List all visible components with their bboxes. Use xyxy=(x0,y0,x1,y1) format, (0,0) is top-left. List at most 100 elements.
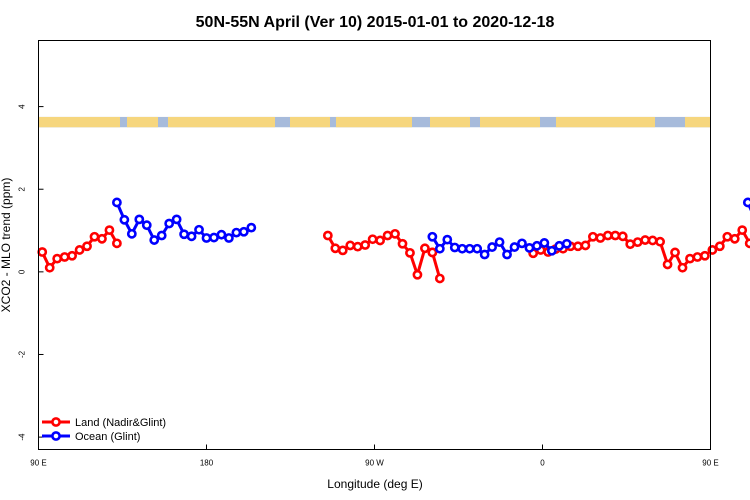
data-point xyxy=(742,197,750,208)
data-point xyxy=(677,262,688,273)
data-point xyxy=(427,231,438,242)
legend-marker xyxy=(51,431,61,441)
data-point xyxy=(434,243,445,254)
data-point xyxy=(744,238,750,249)
data-point xyxy=(632,237,643,248)
data-point xyxy=(539,238,550,248)
data-point xyxy=(412,269,423,280)
series-ocean xyxy=(112,197,750,260)
data-point xyxy=(322,230,333,241)
data-point xyxy=(472,243,483,254)
data-point xyxy=(186,231,197,242)
data-point xyxy=(231,227,242,238)
strip-land xyxy=(168,116,275,128)
x-tick-label: 0 xyxy=(540,459,545,468)
data-point xyxy=(561,238,572,249)
chart-title: 50N-55N April (Ver 10) 2015-01-01 to 202… xyxy=(196,14,555,31)
data-point xyxy=(330,243,341,254)
y-tick-label: 4 xyxy=(18,104,27,109)
data-point xyxy=(59,252,70,262)
data-point xyxy=(532,240,542,251)
data-point xyxy=(610,230,621,241)
strip-land xyxy=(556,116,655,128)
land-ocean-strip xyxy=(38,116,711,128)
data-point xyxy=(367,234,378,245)
data-point xyxy=(112,197,122,208)
data-point xyxy=(617,231,628,242)
data-point xyxy=(625,239,636,250)
data-point xyxy=(464,243,475,254)
strip-land xyxy=(430,116,470,128)
data-point xyxy=(647,235,658,246)
y-axis-label: XCO2 - MLO trend (ppm) xyxy=(0,178,13,313)
legend-label: Ocean (Glint) xyxy=(75,431,140,443)
data-point xyxy=(97,233,107,244)
data-point xyxy=(573,241,583,252)
data-point xyxy=(141,220,152,231)
data-point xyxy=(67,250,77,261)
data-point xyxy=(171,214,182,225)
data-point xyxy=(52,253,63,264)
data-point xyxy=(427,247,438,258)
data-point xyxy=(89,231,100,242)
data-point xyxy=(405,247,415,258)
y-tick-label: -4 xyxy=(18,433,27,441)
data-point xyxy=(487,242,497,252)
data-point xyxy=(112,238,122,249)
data-point xyxy=(397,238,408,249)
strip-land xyxy=(290,116,330,128)
data-point xyxy=(375,235,385,246)
strip-land xyxy=(38,116,120,128)
x-axis-label: Longitude (deg E) xyxy=(327,477,422,491)
legend: Land (Nadir&Glint) Ocean (Glint) xyxy=(42,417,166,443)
data-point xyxy=(729,233,740,244)
data-point xyxy=(246,222,257,233)
data-point xyxy=(434,273,445,284)
data-point xyxy=(707,245,718,255)
data-point xyxy=(82,241,92,252)
data-point xyxy=(662,259,673,270)
y-tick-label: -2 xyxy=(18,350,27,358)
data-point xyxy=(714,241,725,252)
data-point xyxy=(554,240,565,251)
series-land xyxy=(37,225,750,284)
series-layer xyxy=(37,197,750,284)
data-point xyxy=(419,243,430,254)
data-point xyxy=(655,236,665,247)
data-point xyxy=(352,241,363,252)
data-point xyxy=(546,245,557,256)
data-point xyxy=(700,250,710,261)
data-point xyxy=(524,242,535,253)
strip-land xyxy=(480,116,540,128)
data-point xyxy=(494,237,505,248)
data-point xyxy=(449,242,460,253)
data-point xyxy=(602,230,613,241)
data-point xyxy=(216,229,227,240)
data-point xyxy=(382,230,393,241)
data-point xyxy=(588,231,598,242)
data-point xyxy=(685,253,695,264)
data-point xyxy=(164,218,175,229)
data-point xyxy=(238,226,249,237)
data-point xyxy=(345,240,356,251)
plot-frame xyxy=(38,40,711,450)
data-point xyxy=(194,224,204,235)
data-point xyxy=(126,228,137,239)
data-point xyxy=(692,252,703,262)
data-point xyxy=(722,231,733,242)
data-point xyxy=(360,240,371,250)
data-point xyxy=(509,242,520,252)
data-point xyxy=(179,229,189,240)
axis-ticks: 90 E 180 90 W 0 90 E -4 -2 0 2 4 xyxy=(18,104,719,468)
data-point xyxy=(479,249,490,260)
data-point xyxy=(149,235,160,245)
x-tick-label: 180 xyxy=(200,459,214,468)
strip-land xyxy=(685,116,711,128)
data-point xyxy=(457,243,468,254)
data-point xyxy=(442,234,453,245)
data-point xyxy=(670,247,680,258)
data-point xyxy=(74,245,85,255)
x-tick-label: 90 E xyxy=(30,459,46,468)
data-point xyxy=(595,233,606,243)
